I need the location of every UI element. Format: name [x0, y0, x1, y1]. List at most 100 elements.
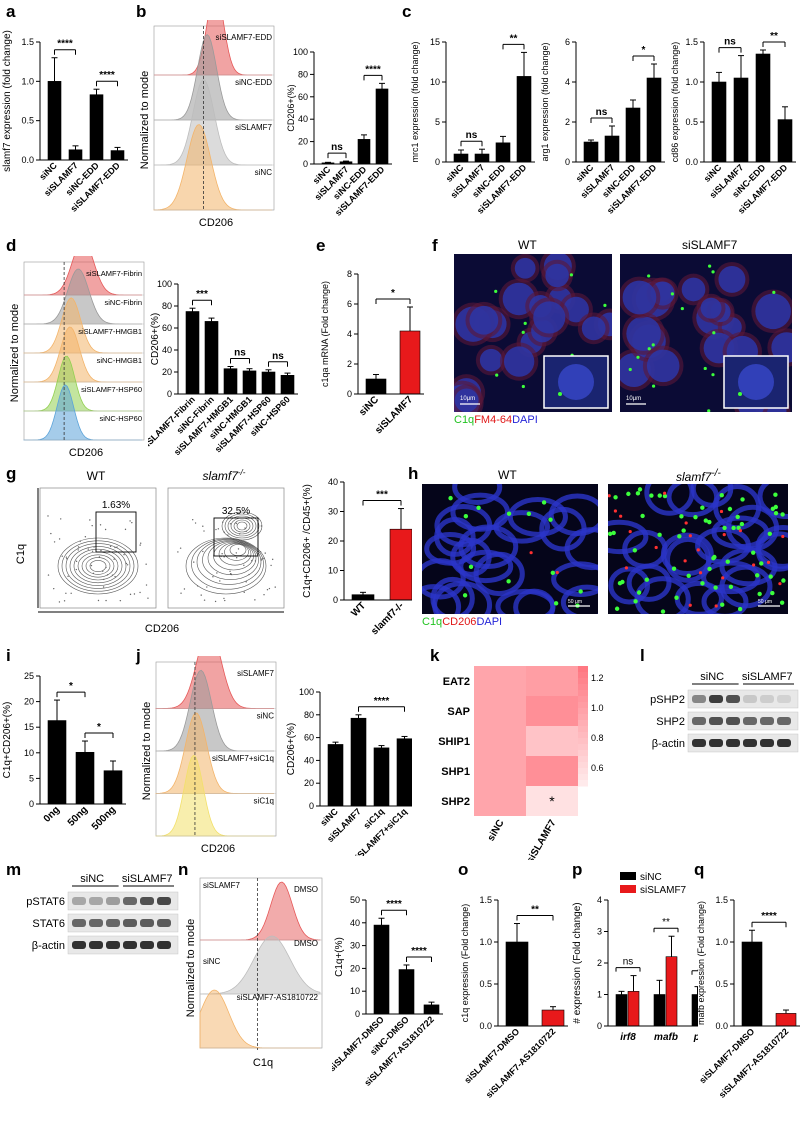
y-tick-label: 3 — [597, 927, 602, 937]
flow-sample-label: siSLAMF7-Fibrin — [86, 269, 142, 278]
density-contour — [218, 542, 252, 566]
chart-group-e: 0 2 4 6 8 c1qa mRNA (Fold change) siNCsiSLAMF7… — [320, 269, 424, 436]
c1q-signal — [674, 595, 679, 600]
bar — [261, 371, 276, 395]
colorbar-segment — [578, 744, 588, 751]
density-dot — [230, 573, 233, 576]
y-tick-label: 0.5 — [715, 979, 728, 989]
y-tick-label: 20 — [24, 697, 34, 707]
density-dot — [274, 586, 276, 588]
colorbar-segment — [578, 750, 588, 757]
density-dot — [264, 552, 266, 554]
c1q-signal — [713, 585, 718, 590]
density-dot — [254, 560, 257, 562]
y-tick-label: 100 — [299, 687, 314, 697]
density-contour — [224, 543, 249, 561]
caption-dapi: DAPI — [512, 414, 538, 426]
colorbar-segment — [578, 732, 588, 739]
microscopy-h-wt: 50 μm — [406, 469, 619, 630]
density-dot — [271, 558, 274, 561]
flow-histogram-j: siSLAMF7 siNC siSLAMF7+siC1q siC1q CD206 Norm… — [141, 656, 277, 855]
chart-group-g: 0 10 20 30 40 C1q+CD206+ /CD45+(%) WT slamf7-/-… — [302, 477, 412, 637]
panel-letter-b: b — [136, 2, 147, 21]
legend-swatch — [620, 885, 636, 893]
density-dot — [103, 578, 105, 581]
bar — [75, 751, 95, 805]
y-tick-label: 10 — [430, 77, 440, 87]
density-dot — [139, 542, 142, 544]
y-tick-label: 20 — [162, 367, 172, 377]
density-contour — [57, 537, 139, 595]
nucleus — [469, 305, 499, 335]
c1q-signal — [614, 606, 620, 611]
heatmap-cell — [526, 786, 578, 816]
flow-sample-label: DMSO — [294, 885, 318, 894]
density-dot — [243, 564, 245, 567]
microscopy-image: 50 μm — [590, 469, 800, 623]
sig-label: **** — [374, 696, 390, 707]
bar — [280, 375, 295, 395]
c1q-spot — [711, 373, 715, 377]
flow-group-b: siSLAMF7-EDD siNC-EDD siSLAMF7 siNC CD206 Nor… — [139, 20, 275, 229]
density-dot — [217, 528, 220, 530]
alveolar-wall — [493, 510, 551, 544]
y-tick-label: 0 — [303, 159, 308, 169]
density-dot — [202, 525, 204, 527]
x-tick-label: 0ng — [42, 804, 62, 824]
density-contour — [61, 540, 135, 592]
y-tick-label: 10 — [350, 986, 360, 996]
bar — [185, 311, 200, 395]
y-tick-label: 60 — [298, 92, 308, 102]
blot-band — [106, 941, 120, 949]
y-tick-label: 8 — [347, 269, 352, 279]
y-tick-label: 0 — [167, 389, 172, 399]
colorbar-segment — [578, 768, 588, 775]
density-dot — [193, 561, 195, 563]
c1q-spot — [628, 367, 632, 372]
y-tick-label: 100 — [293, 47, 308, 57]
cd206-signal — [698, 571, 703, 575]
flow-sample-label: siNC — [257, 712, 275, 721]
density-dot — [206, 586, 208, 588]
bar — [373, 924, 390, 1015]
inset-nucleus — [558, 364, 594, 400]
ko-superscript: -/- — [238, 468, 246, 477]
c1q-spot — [670, 292, 674, 296]
panel-letter-d: d — [6, 236, 17, 255]
y-tick-label: 4 — [597, 895, 602, 905]
density-dot — [109, 545, 112, 548]
y-tick-label: 1.0 — [21, 76, 34, 86]
microscopy-f-wt: 10μm — [440, 248, 626, 425]
c1q-spot — [523, 321, 527, 326]
density-dot — [196, 585, 199, 587]
c1q-signal — [578, 589, 583, 594]
y-tick-label: 4 — [565, 77, 570, 87]
x-tick-label: siSLAMF7-DMSO — [697, 1026, 756, 1085]
c1q-spot — [494, 289, 498, 293]
colorbar-segment — [578, 696, 588, 703]
gate-percentage: 32.5% — [222, 506, 250, 517]
heatmap-cell — [474, 666, 526, 696]
nucleus — [755, 293, 791, 330]
blot-band — [692, 717, 706, 725]
cd206-signal — [778, 582, 782, 586]
c1q-signal — [632, 548, 638, 553]
c1q-signal — [681, 528, 686, 533]
bar — [604, 135, 620, 163]
nucleus — [563, 296, 589, 323]
bar — [373, 747, 390, 807]
chart-group-i: 0 5 10 15 20 25 C1q+CD206+(%) 0ng 50ng 500ng * * — [2, 671, 126, 833]
sig-label: ** — [662, 917, 670, 928]
density-contour — [69, 546, 127, 586]
bar — [755, 53, 771, 163]
c1q-spot — [708, 264, 712, 268]
flow-sample-label: DMSO — [294, 939, 318, 948]
density-dot — [244, 527, 246, 529]
c1q-signal — [611, 530, 616, 536]
nucleus — [646, 349, 680, 383]
x-tick-label: WT — [349, 600, 368, 619]
density-dot — [222, 521, 224, 523]
sig-label: * — [642, 45, 646, 56]
colorbar-label: 1.2 — [591, 673, 604, 683]
